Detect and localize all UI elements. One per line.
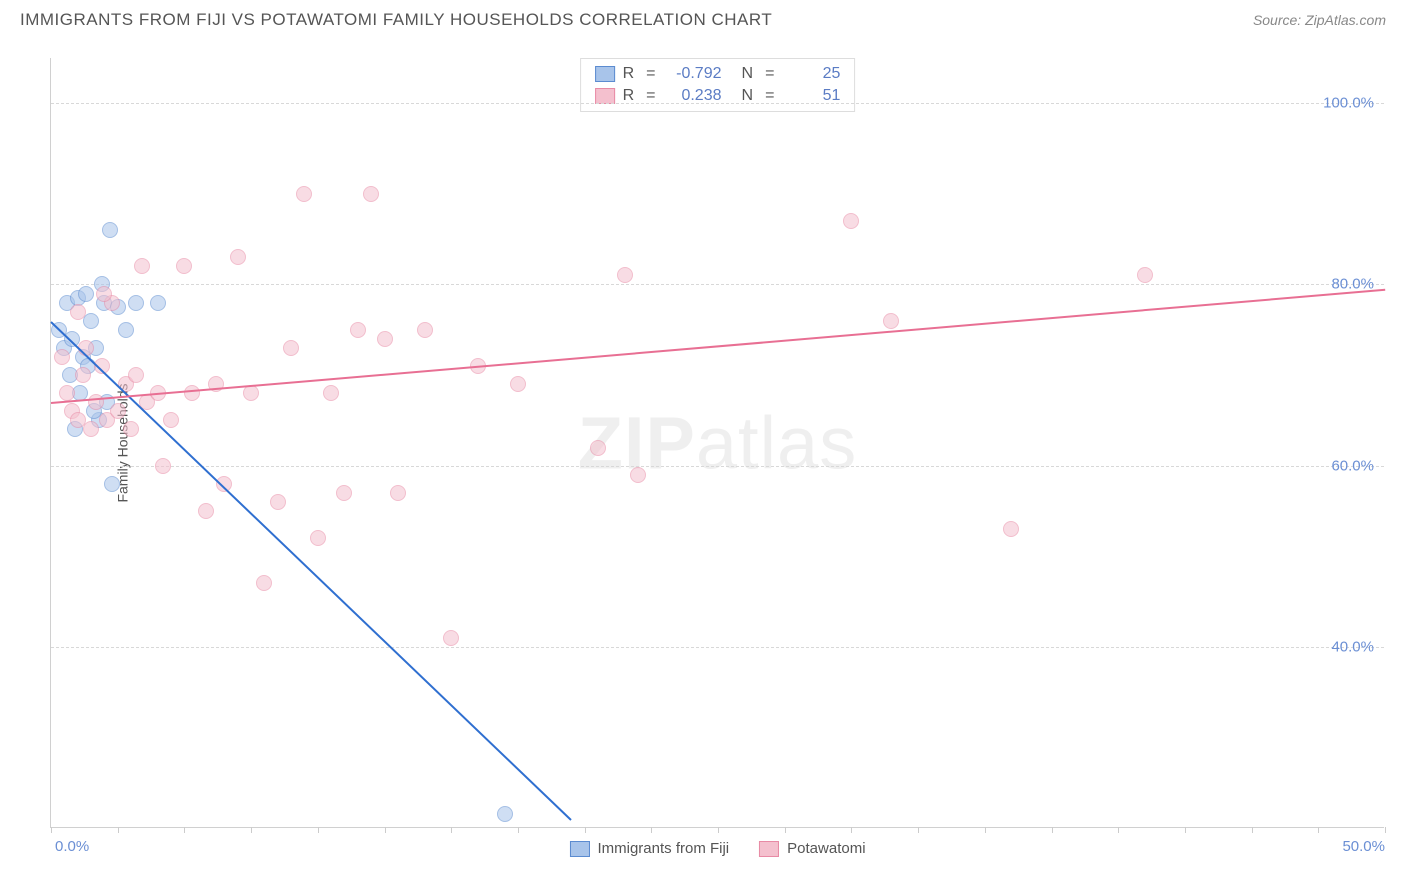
point-potawatomi [630,467,646,483]
point-fiji [104,476,120,492]
x-tick-mark [184,827,185,833]
gridline [51,466,1384,467]
point-fiji [83,313,99,329]
point-potawatomi [1137,267,1153,283]
swatch-fiji-icon [569,841,589,857]
x-tick-label: 0.0% [55,838,89,855]
point-potawatomi [310,530,326,546]
watermark: ZIPatlas [578,400,857,485]
point-potawatomi [510,376,526,392]
x-tick-mark [1318,827,1319,833]
x-tick-mark [918,827,919,833]
point-potawatomi [243,385,259,401]
point-fiji [118,322,134,338]
x-tick-label: 50.0% [1342,838,1385,855]
point-fiji [78,286,94,302]
point-potawatomi [883,313,899,329]
point-potawatomi [323,385,339,401]
point-potawatomi [83,421,99,437]
point-potawatomi [590,440,606,456]
point-potawatomi [617,267,633,283]
point-potawatomi [417,322,433,338]
legend-item-fiji: Immigrants from Fiji [569,840,729,857]
point-potawatomi [443,630,459,646]
point-potawatomi [843,213,859,229]
point-potawatomi [296,186,312,202]
x-tick-mark [51,827,52,833]
legend-row-fiji: R= -0.792 N= 25 [581,63,855,85]
point-potawatomi [1003,521,1019,537]
x-tick-mark [851,827,852,833]
point-potawatomi [230,249,246,265]
x-tick-mark [785,827,786,833]
x-tick-mark [318,827,319,833]
point-potawatomi [198,503,214,519]
point-potawatomi [363,186,379,202]
point-potawatomi [176,258,192,274]
gridline [51,103,1384,104]
x-tick-mark [518,827,519,833]
point-fiji [150,295,166,311]
x-tick-mark [1385,827,1386,833]
swatch-fiji [595,66,615,82]
point-potawatomi [54,349,70,365]
point-fiji [128,295,144,311]
point-potawatomi [350,322,366,338]
legend-item-potawatomi: Potawatomi [759,840,865,857]
x-tick-mark [451,827,452,833]
x-tick-mark [1252,827,1253,833]
point-potawatomi [134,258,150,274]
y-tick-label: 60.0% [1331,457,1374,474]
legend-label-fiji: Immigrants from Fiji [597,840,729,857]
point-potawatomi [377,331,393,347]
legend-label-potawatomi: Potawatomi [787,840,865,857]
point-potawatomi [163,412,179,428]
source-attribution: Source: ZipAtlas.com [1253,12,1386,28]
x-tick-mark [385,827,386,833]
x-tick-mark [651,827,652,833]
point-potawatomi [123,421,139,437]
swatch-potawatomi [595,88,615,104]
trendline-potawatomi [51,289,1385,404]
point-potawatomi [184,385,200,401]
point-potawatomi [96,286,112,302]
swatch-potawatomi-icon [759,841,779,857]
point-potawatomi [390,485,406,501]
point-fiji [102,222,118,238]
x-tick-mark [251,827,252,833]
point-potawatomi [70,304,86,320]
x-tick-mark [1185,827,1186,833]
point-potawatomi [155,458,171,474]
x-tick-mark [1118,827,1119,833]
x-tick-mark [1052,827,1053,833]
point-potawatomi [256,575,272,591]
y-tick-label: 100.0% [1323,95,1374,112]
x-tick-mark [118,827,119,833]
series-legend: Immigrants from Fiji Potawatomi [569,840,865,857]
point-potawatomi [59,385,75,401]
x-tick-mark [985,827,986,833]
chart-title: IMMIGRANTS FROM FIJI VS POTAWATOMI FAMIL… [20,10,772,30]
x-tick-mark [718,827,719,833]
gridline [51,647,1384,648]
point-potawatomi [128,367,144,383]
gridline [51,284,1384,285]
scatter-chart: Family Households ZIPatlas R= -0.792 N= … [50,58,1384,828]
point-fiji [497,806,513,822]
point-potawatomi [110,403,126,419]
point-potawatomi [283,340,299,356]
y-tick-label: 40.0% [1331,638,1374,655]
point-potawatomi [75,367,91,383]
x-tick-mark [585,827,586,833]
point-potawatomi [270,494,286,510]
point-potawatomi [336,485,352,501]
